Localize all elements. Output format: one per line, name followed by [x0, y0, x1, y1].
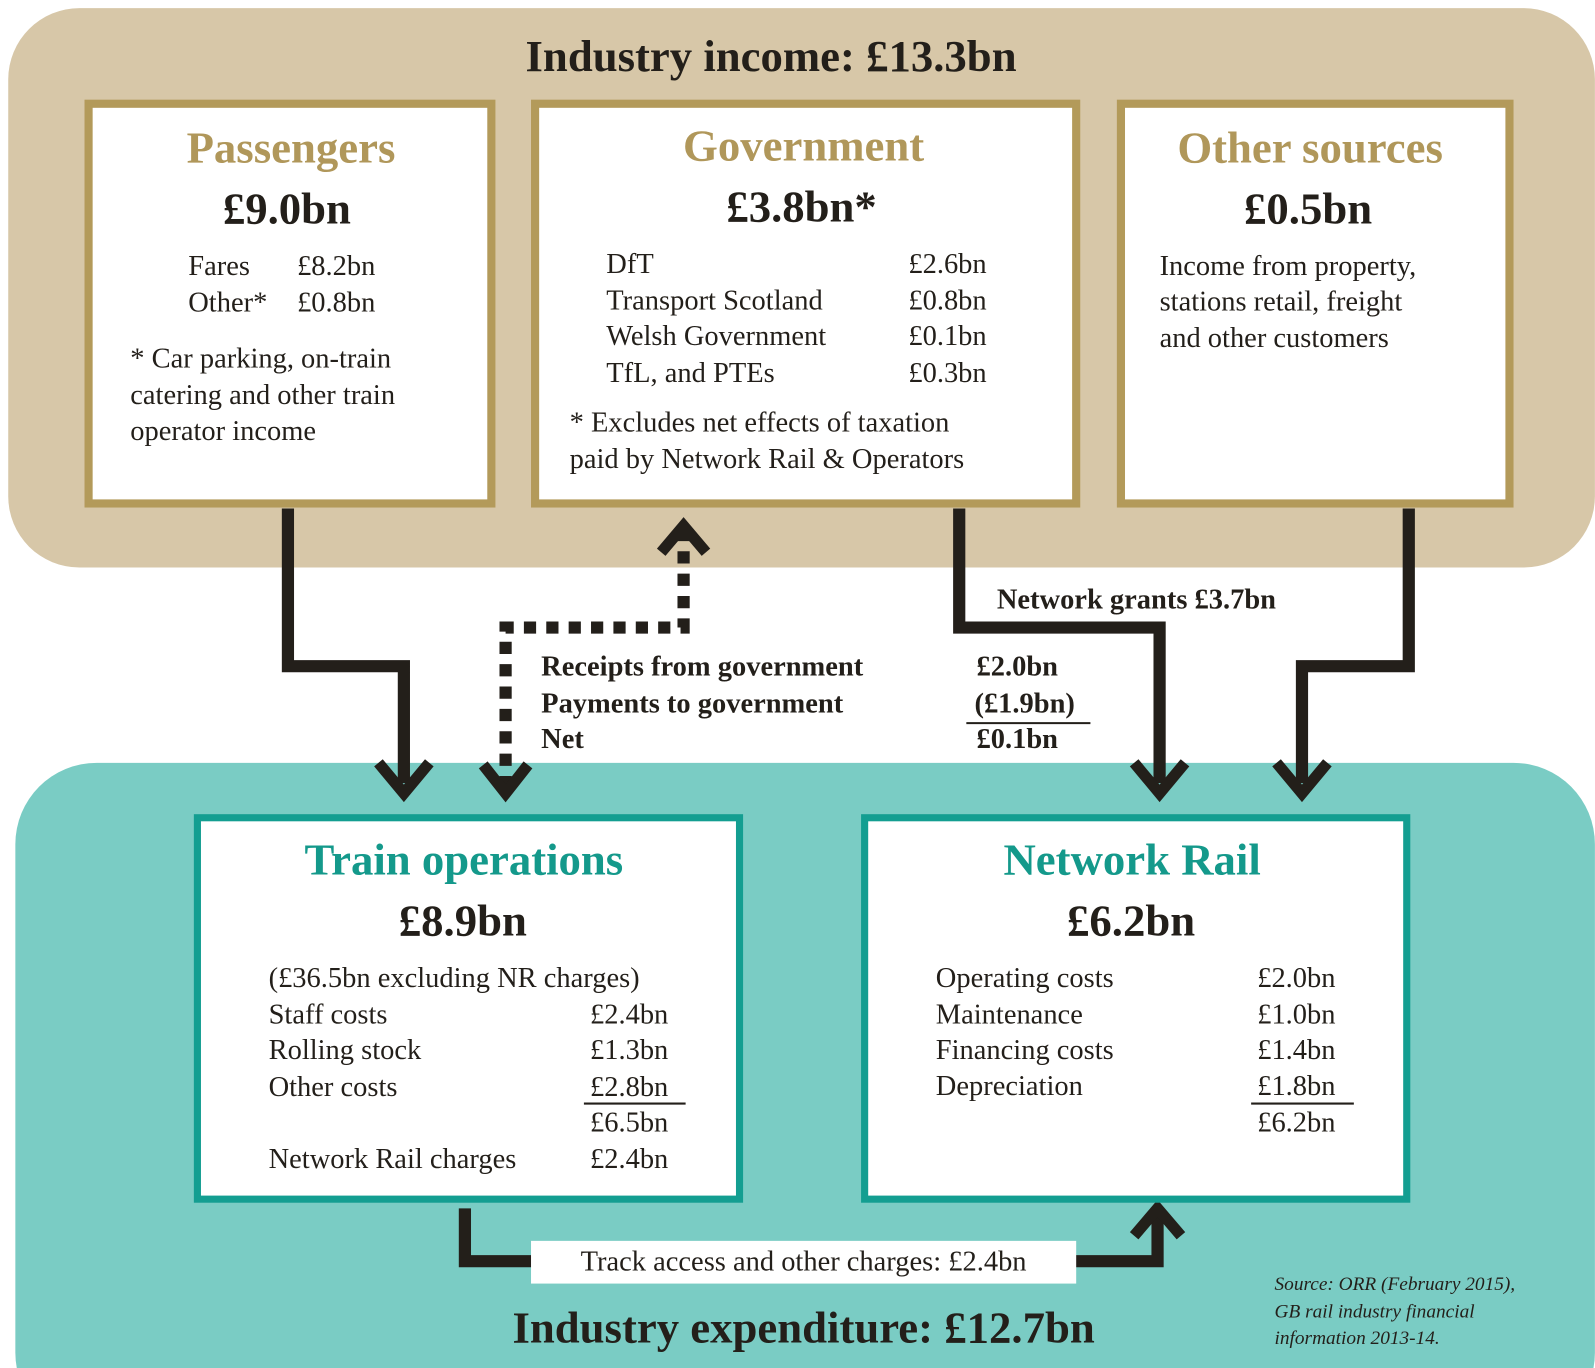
row-value: £0.1bn [908, 321, 986, 352]
note: Income from property, [1160, 251, 1417, 282]
note: catering and other train [130, 380, 395, 411]
flow-value: £2.0bn [977, 652, 1059, 683]
row-value: £6.5bn [590, 1107, 668, 1138]
row-label: Maintenance [936, 1000, 1083, 1031]
row-label: Other costs [269, 1072, 398, 1103]
train-operations-box [193, 814, 744, 1203]
note: * Car parking, on-train [130, 344, 391, 375]
flow-arrow [953, 508, 1166, 784]
row-label: Operating costs [936, 963, 1114, 994]
row-label: Other* [188, 288, 267, 319]
passengers-box [84, 99, 496, 508]
box-total: £8.9bn [399, 895, 527, 945]
row-value: £2.4bn [590, 1144, 668, 1175]
flow-label: Net [541, 724, 584, 755]
flow-label: Track access and other charges: £2.4bn [581, 1247, 1027, 1278]
label-box [531, 1240, 1077, 1284]
flow-label: Payments to government [541, 688, 844, 719]
row-value: £0.8bn [908, 286, 986, 317]
row-label: Rolling stock [269, 1035, 422, 1066]
dotted-arrow [499, 533, 690, 789]
row-label: Network Rail charges [269, 1144, 517, 1175]
row-label: Depreciation [936, 1071, 1083, 1102]
row-label: Welsh Government [606, 321, 826, 352]
expenditure-title: Industry expenditure: £12.7bn [512, 1302, 1094, 1352]
box-total: £3.8bn* [726, 181, 876, 231]
box-total: £6.2bn [1067, 895, 1195, 945]
note: and other customers [1160, 323, 1389, 354]
row-label: Financing costs [936, 1035, 1114, 1066]
box-title: Network Rail [1003, 834, 1260, 884]
box-title: Government [683, 120, 924, 170]
flow-label: Network grants £3.7bn [997, 585, 1276, 616]
note: * Excludes net effects of taxation [570, 408, 950, 439]
box-title: Passengers [187, 122, 396, 172]
row-value: £0.8bn [297, 288, 375, 319]
box-title: Other sources [1177, 122, 1443, 172]
other-box [1116, 99, 1514, 508]
source: Source: ORR (February 2015), [1275, 1274, 1516, 1295]
row-value: £2.4bn [590, 1000, 668, 1031]
row-value: £2.0bn [1257, 963, 1335, 994]
row-value: £1.8bn [1257, 1071, 1335, 1102]
note: paid by Network Rail & Operators [570, 444, 965, 475]
box-total: £0.5bn [1244, 184, 1372, 234]
arrowhead [1129, 759, 1190, 803]
row-value: £2.6bn [908, 249, 986, 280]
flow-arrow [281, 508, 410, 784]
box-title: Train operations [305, 834, 624, 884]
arrowhead [374, 759, 434, 803]
row-label: TfL, and PTEs [606, 358, 774, 389]
network-rail-box [861, 814, 1411, 1203]
arrowhead [1129, 1199, 1186, 1240]
flow-value: £0.1bn [977, 724, 1059, 755]
note: stations retail, freight [1160, 287, 1403, 318]
box-total: £9.0bn [223, 184, 351, 234]
arrowhead [478, 761, 533, 803]
arrowhead [656, 517, 711, 556]
row-value: £2.8bn [590, 1072, 668, 1103]
row-label: Staff costs [269, 1000, 388, 1031]
row-label: Fares [188, 251, 250, 282]
row-value: £0.3bn [908, 358, 986, 389]
box-subtitle: (£36.5bn excluding NR charges) [269, 963, 640, 994]
source: information 2013-14. [1275, 1328, 1440, 1349]
row-value: £6.2bn [1257, 1107, 1335, 1138]
row-label: Transport Scotland [606, 286, 822, 317]
source: GB rail industry financial [1275, 1302, 1475, 1323]
row-value: £1.3bn [590, 1035, 668, 1066]
row-label: DfT [606, 249, 653, 280]
income-title: Industry income: £13.3bn [526, 31, 1017, 81]
government-box [531, 99, 1081, 508]
row-value: £1.0bn [1257, 1000, 1335, 1031]
row-value: £1.4bn [1257, 1035, 1335, 1066]
row-value: £8.2bn [297, 251, 375, 282]
flow-value: (£1.9bn) [974, 688, 1074, 719]
flow-label: Receipts from government [541, 652, 864, 683]
arrowhead [1272, 759, 1332, 803]
note: operator income [130, 416, 316, 447]
flow-arrow [1295, 508, 1415, 784]
